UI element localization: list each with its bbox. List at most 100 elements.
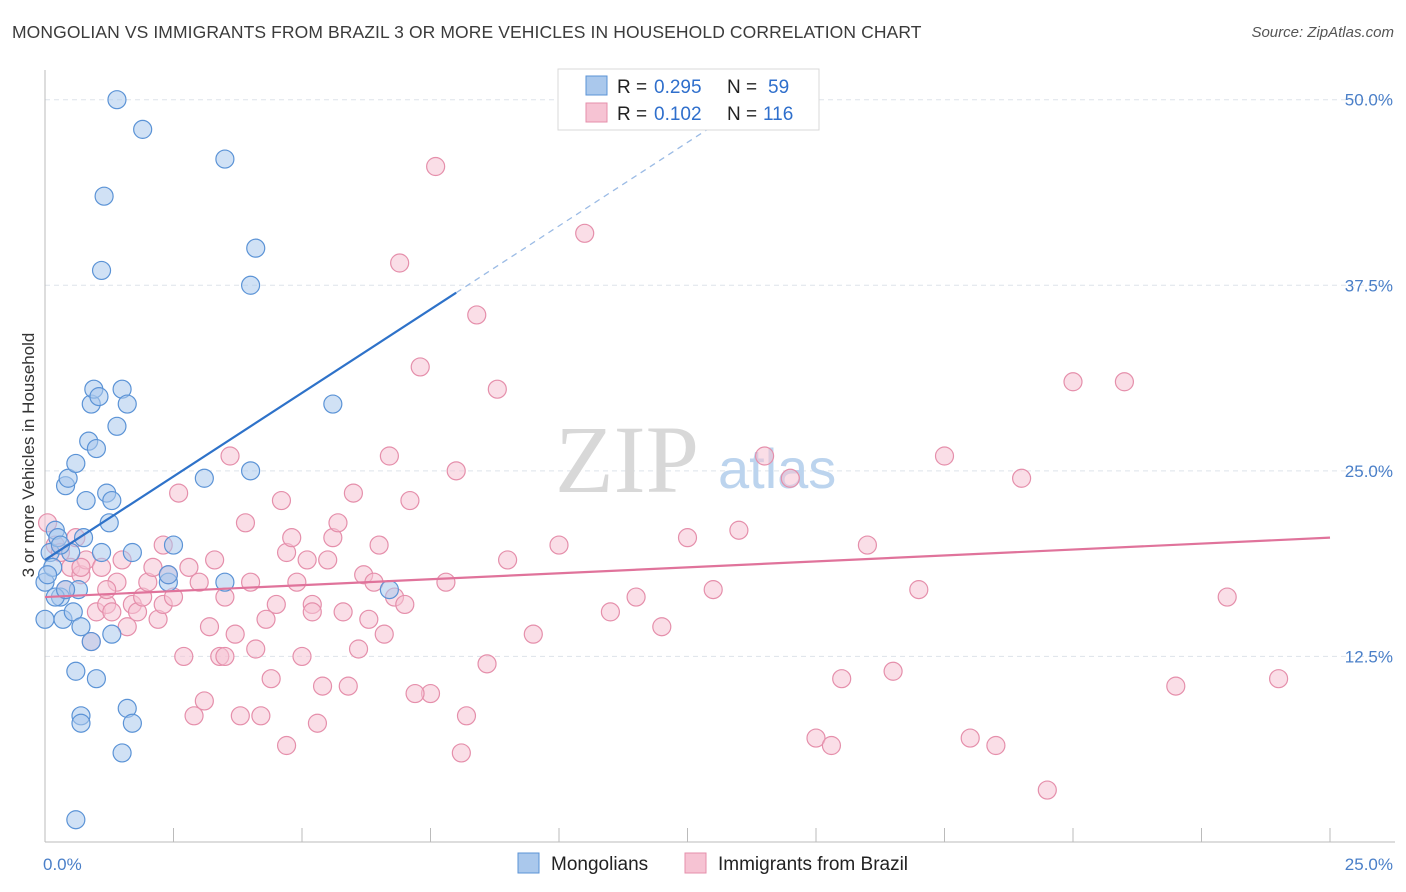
trend-line-mongolians-extension	[455, 125, 714, 294]
mongolian-point-46	[122, 713, 142, 733]
brazil-point-36	[225, 624, 245, 644]
brazil-point-62	[359, 609, 379, 629]
mongolian-point-27	[107, 416, 127, 436]
brazil-point-29	[189, 572, 209, 592]
brazil-point-60	[348, 639, 369, 659]
brazil-point-64	[369, 535, 389, 555]
brazil-point-107	[1268, 669, 1289, 689]
mongolian-point-36	[215, 149, 235, 169]
brazil-point-71	[410, 357, 430, 377]
mongolian-point-52	[158, 565, 178, 585]
y-tick-label-2: 37.5%	[1345, 276, 1393, 295]
legend-r-label-2: R =	[617, 104, 647, 125]
legend-r-value-2: 0.102	[654, 104, 702, 125]
y-axis-label: 3 or more Vehicles in Household	[19, 333, 38, 578]
brazil-point-77	[467, 305, 487, 325]
brazil-point-84	[600, 602, 621, 622]
brazil-point-104	[1114, 372, 1135, 392]
legend-swatch-blue	[585, 75, 608, 96]
brazil-point-52	[307, 713, 328, 733]
brazil-point-66	[379, 446, 399, 466]
brazil-point-37	[230, 706, 250, 726]
brazil-point-30	[194, 691, 214, 711]
brazil-point-81	[523, 624, 543, 644]
y-tick-label-1: 25.0%	[1345, 462, 1393, 481]
chart-source: Source: ZipAtlas.com	[1251, 24, 1394, 41]
brazil-point-27	[179, 557, 199, 577]
brazil-point-78	[477, 654, 497, 674]
mongolian-point-51	[102, 624, 122, 644]
brazil-point-111	[276, 735, 297, 756]
legend-r-label-1: R =	[617, 77, 647, 98]
brazil-point-85	[626, 587, 646, 607]
brazil-point-112	[405, 683, 425, 704]
brazil-point-12	[102, 602, 122, 622]
x-tick-label-1: 25.0%	[1345, 855, 1393, 874]
brazil-point-49	[292, 646, 312, 667]
legend-label-brazil: Immigrants from Brazil	[718, 854, 908, 875]
brazil-point-57	[333, 602, 353, 622]
brazil-point-115	[302, 602, 322, 622]
brazil-point-89	[729, 520, 749, 540]
brazil-point-92	[806, 728, 826, 748]
brazil-point-96	[883, 661, 903, 681]
brazil-point-69	[395, 594, 415, 615]
brazil-point-32	[205, 550, 225, 570]
brazil-point-38	[235, 513, 256, 533]
brazil-point-94	[832, 669, 852, 689]
brazil-point-97	[909, 580, 929, 600]
brazil-point-48	[287, 572, 307, 592]
watermark-zip: ZIP	[555, 406, 699, 513]
brazil-point-54	[318, 550, 338, 570]
mongolian-point-31	[133, 119, 153, 139]
mongolian-point-41	[66, 661, 86, 681]
mongolian-point-23	[94, 186, 114, 206]
mongolian-point-14	[71, 617, 91, 637]
mongolian-point-29	[117, 394, 137, 414]
brazil-point-87	[677, 528, 698, 548]
mongolian-point-1	[35, 609, 55, 629]
brazil-point-102	[1037, 780, 1057, 800]
legend-swatch-pink	[585, 102, 608, 123]
brazil-point-40	[246, 639, 266, 659]
mongolian-point-12	[66, 453, 86, 474]
brazil-point-75	[446, 461, 466, 481]
brazil-point-41	[251, 706, 271, 726]
brazil-point-101	[1011, 468, 1032, 488]
brazil-point-86	[652, 617, 672, 637]
mongolian-point-44	[71, 713, 91, 733]
trend-line-mongolians	[44, 291, 457, 561]
legend-n-label-2: N =	[727, 104, 757, 125]
mongolian-point-57	[122, 542, 142, 563]
mongolian-point-54	[91, 542, 112, 563]
legend-n-value-1: 59	[768, 77, 789, 98]
correlation-legend: R = 0.295 N = 59 R = 0.102 N = 116	[557, 68, 820, 131]
brazil-point-35	[220, 446, 240, 466]
legend-label-mongolians: Mongolians	[551, 854, 648, 875]
trend-lines	[44, 125, 1331, 599]
mongolian-point-20	[86, 438, 107, 459]
brazil-point-15	[117, 617, 137, 637]
brazil-point-93	[821, 735, 842, 756]
mongolian-point-47	[112, 743, 132, 763]
brazil-point-73	[426, 156, 446, 177]
brazil-point-105	[1166, 676, 1186, 696]
brazil-point-76	[456, 706, 477, 726]
mongolian-point-50	[81, 631, 101, 652]
brazil-point-31	[199, 617, 220, 637]
brazil-point-28	[184, 706, 204, 726]
legend-r-value-1: 0.295	[654, 77, 702, 98]
mongolian-point-37	[246, 238, 266, 258]
y-tick-label-3: 50.0%	[1345, 91, 1393, 110]
x-tick-labels: 0.0% 25.0%	[43, 855, 1393, 874]
brazil-point-83	[575, 223, 595, 243]
brazil-point-53	[312, 676, 333, 696]
brazil-point-80	[498, 550, 518, 570]
brazil-point-91	[780, 468, 800, 488]
brazil-point-114	[215, 646, 235, 667]
brazil-point-88	[703, 580, 723, 600]
mongolian-point-11	[63, 602, 83, 622]
brazil-point-44	[266, 594, 286, 615]
brazil-point-70	[400, 490, 420, 511]
